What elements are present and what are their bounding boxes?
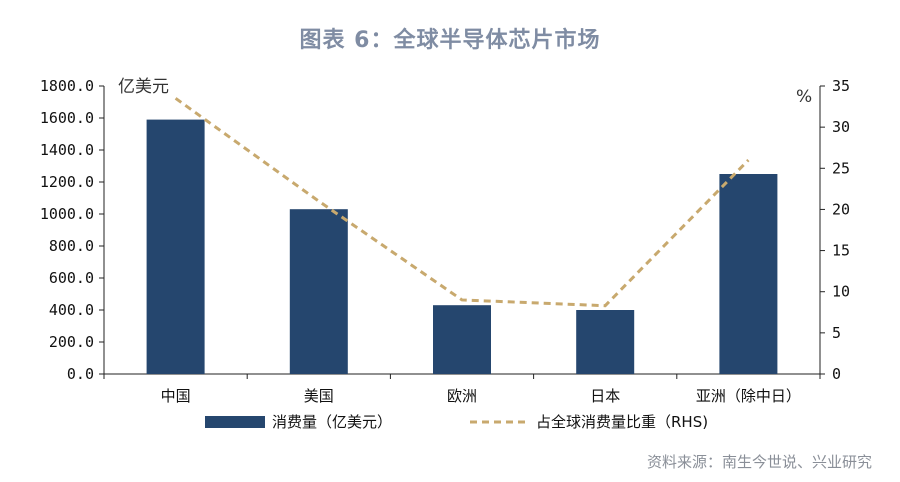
legend-bar-swatch xyxy=(205,416,265,428)
source-note: 资料来源：南生今世说、兴业研究 xyxy=(646,453,872,471)
right-axis-tick-label: 5 xyxy=(832,324,841,342)
bar-series xyxy=(146,119,778,374)
x-axis-category-label: 中国 xyxy=(161,387,191,405)
x-axis-category-label: 美国 xyxy=(304,387,334,405)
bar xyxy=(289,209,348,374)
right-axis-tick-label: 0 xyxy=(832,365,841,383)
legend-line-label: 占全球消费量比重（RHS) xyxy=(536,413,708,431)
left-axis-tick-label: 1600.0 xyxy=(40,109,94,127)
x-axis: 中国 美国 欧洲 日本 亚洲（除中日） xyxy=(103,373,821,405)
left-axis-tick-label: 1800.0 xyxy=(40,77,94,95)
chart-title: 图表 6：全球半导体芯片市场 xyxy=(299,28,601,53)
right-axis: 0 5 10 15 20 25 30 35 xyxy=(819,77,850,383)
x-axis-category-label: 亚洲（除中日） xyxy=(696,387,801,405)
left-axis-tick-label: 200.0 xyxy=(49,333,94,351)
right-axis-tick-label: 10 xyxy=(832,283,850,301)
bar xyxy=(433,305,491,374)
right-axis-tick-label: 25 xyxy=(832,159,850,177)
x-axis-category-label: 欧洲 xyxy=(447,387,477,405)
left-axis: 0.0 200.0 400.0 600.0 800.0 1000.0 1200.0 1400.… xyxy=(40,77,105,383)
legend-bar-label: 消费量（亿美元） xyxy=(272,413,392,431)
left-axis-tick-label: 400.0 xyxy=(49,301,94,319)
right-axis-tick-label: 20 xyxy=(832,200,850,218)
right-axis-unit: % xyxy=(796,87,812,107)
right-axis-tick-label: 15 xyxy=(832,242,850,260)
legend: 消费量（亿美元） 占全球消费量比重（RHS) xyxy=(205,413,708,431)
bar xyxy=(146,119,205,374)
left-axis-tick-label: 600.0 xyxy=(49,269,94,287)
left-axis-tick-label: 1000.0 xyxy=(40,205,94,223)
left-axis-unit: 亿美元 xyxy=(118,77,169,97)
bar xyxy=(719,174,778,374)
left-axis-tick-label: 0.0 xyxy=(67,365,94,383)
left-axis-tick-label: 800.0 xyxy=(49,237,94,255)
line-path xyxy=(174,97,750,308)
right-axis-tick-label: 30 xyxy=(832,118,850,136)
bar xyxy=(576,310,635,374)
line-series xyxy=(174,97,750,308)
left-axis-tick-label: 1400.0 xyxy=(40,141,94,159)
right-axis-tick-label: 35 xyxy=(832,77,850,95)
left-axis-tick-label: 1200.0 xyxy=(40,173,94,191)
x-axis-category-label: 日本 xyxy=(590,387,620,405)
